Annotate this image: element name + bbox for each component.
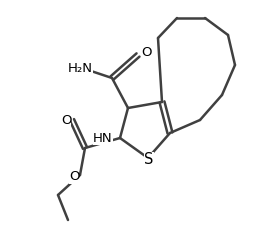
- Text: O: O: [69, 170, 79, 183]
- Text: O: O: [141, 46, 151, 60]
- Text: O: O: [61, 114, 71, 126]
- Text: H₂N: H₂N: [68, 62, 92, 74]
- Text: HN: HN: [93, 132, 113, 144]
- Text: S: S: [144, 152, 154, 166]
